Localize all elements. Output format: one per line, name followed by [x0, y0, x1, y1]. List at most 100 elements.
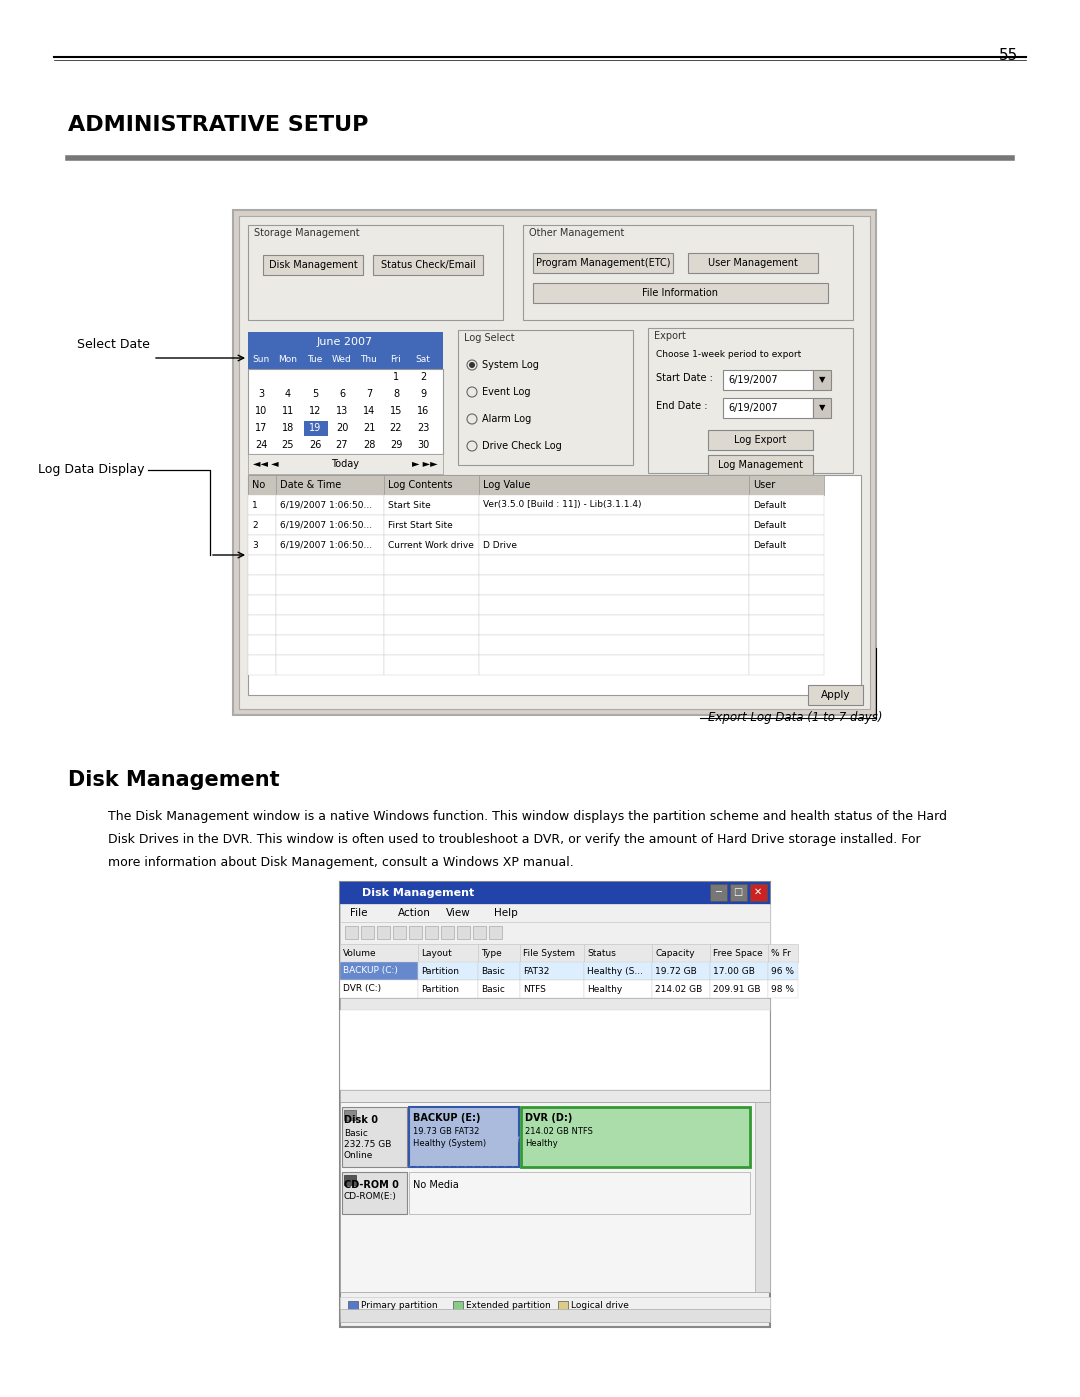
- Text: Start Date :: Start Date :: [656, 373, 713, 383]
- Bar: [303, 420, 328, 436]
- Bar: [750, 495, 824, 515]
- Text: Status Check/Email: Status Check/Email: [380, 260, 475, 270]
- Bar: [478, 963, 519, 981]
- Bar: [584, 963, 652, 981]
- Bar: [755, 1102, 770, 1292]
- Text: Disk 0: Disk 0: [345, 1115, 378, 1125]
- Text: The Disk Management window is a native Windows function. This window displays th: The Disk Management window is a native W…: [108, 810, 947, 823]
- Bar: [248, 615, 276, 636]
- Bar: [480, 655, 750, 675]
- Text: Type: Type: [481, 949, 502, 957]
- Bar: [384, 475, 480, 495]
- Bar: [480, 535, 750, 555]
- Text: BACKUP (E:): BACKUP (E:): [413, 1113, 481, 1123]
- Bar: [276, 615, 384, 636]
- Text: 23: 23: [417, 423, 429, 433]
- Bar: [340, 1102, 770, 1292]
- Bar: [340, 882, 770, 904]
- Bar: [519, 944, 584, 963]
- Bar: [340, 904, 770, 922]
- Text: 3: 3: [252, 541, 258, 549]
- Bar: [248, 475, 276, 495]
- Text: Disk Management: Disk Management: [362, 888, 474, 898]
- Text: 19: 19: [309, 423, 321, 433]
- Text: 29: 29: [390, 440, 402, 450]
- Bar: [239, 217, 870, 710]
- Text: 26: 26: [309, 440, 321, 450]
- Bar: [750, 515, 824, 535]
- Bar: [340, 963, 418, 981]
- Text: 55: 55: [999, 47, 1018, 63]
- Bar: [340, 997, 770, 1010]
- Text: Healthy (S...: Healthy (S...: [588, 967, 643, 975]
- Bar: [453, 1301, 463, 1310]
- Text: 30: 30: [417, 440, 429, 450]
- Text: CD-ROM(E:): CD-ROM(E:): [345, 1192, 396, 1201]
- Text: Today: Today: [330, 460, 359, 469]
- Bar: [248, 576, 276, 595]
- Text: 3: 3: [258, 388, 265, 400]
- Text: 16: 16: [417, 407, 429, 416]
- Bar: [361, 926, 374, 939]
- Text: Help: Help: [494, 908, 517, 918]
- Text: ▼: ▼: [819, 376, 825, 384]
- Bar: [710, 944, 768, 963]
- Text: Log Contents: Log Contents: [388, 481, 453, 490]
- Text: 17.00 GB: 17.00 GB: [713, 967, 755, 975]
- Text: NTFS: NTFS: [523, 985, 545, 993]
- Text: Storage Management: Storage Management: [254, 228, 360, 237]
- Bar: [480, 576, 750, 595]
- Text: 2: 2: [420, 372, 427, 381]
- Text: 6/19/2007 1:06:50...: 6/19/2007 1:06:50...: [280, 500, 373, 510]
- Text: Alarm Log: Alarm Log: [482, 414, 531, 425]
- Text: Sun: Sun: [253, 355, 270, 365]
- Bar: [480, 495, 750, 515]
- Bar: [710, 963, 768, 981]
- Text: 6/19/2007: 6/19/2007: [728, 402, 778, 414]
- Bar: [480, 515, 750, 535]
- Bar: [276, 475, 384, 495]
- Bar: [480, 475, 750, 495]
- Bar: [340, 882, 770, 1327]
- Text: June 2007: June 2007: [316, 337, 373, 346]
- Bar: [248, 535, 276, 555]
- Bar: [248, 655, 276, 675]
- Text: 6/19/2007: 6/19/2007: [728, 374, 778, 386]
- Bar: [584, 981, 652, 997]
- Bar: [723, 370, 813, 390]
- Text: 19.73 GB FAT32: 19.73 GB FAT32: [413, 1127, 480, 1136]
- Text: 214.02 GB NTFS: 214.02 GB NTFS: [525, 1127, 593, 1136]
- Text: 6/19/2007 1:06:50...: 6/19/2007 1:06:50...: [280, 541, 373, 549]
- Text: Drive Check Log: Drive Check Log: [482, 441, 562, 451]
- Text: Log Export: Log Export: [733, 434, 786, 446]
- Text: Volume: Volume: [343, 949, 377, 957]
- Bar: [750, 535, 824, 555]
- Text: Default: Default: [753, 500, 786, 510]
- Text: 19.72 GB: 19.72 GB: [654, 967, 697, 975]
- Bar: [276, 495, 384, 515]
- Bar: [750, 475, 824, 495]
- Bar: [652, 944, 710, 963]
- Text: 22: 22: [390, 423, 402, 433]
- Text: 6/19/2007 1:06:50...: 6/19/2007 1:06:50...: [280, 521, 373, 529]
- Text: File System: File System: [523, 949, 575, 957]
- Bar: [276, 555, 384, 576]
- Text: 15: 15: [390, 407, 402, 416]
- Text: ADMINISTRATIVE SETUP: ADMINISTRATIVE SETUP: [68, 115, 368, 136]
- Text: 232.75 GB: 232.75 GB: [345, 1140, 391, 1148]
- Bar: [418, 944, 478, 963]
- Text: □: □: [733, 887, 743, 897]
- Bar: [458, 330, 633, 465]
- Bar: [345, 926, 357, 939]
- Text: Healthy (System): Healthy (System): [413, 1139, 486, 1148]
- Bar: [813, 398, 831, 418]
- Bar: [248, 515, 276, 535]
- Bar: [384, 576, 480, 595]
- Bar: [457, 926, 470, 939]
- Text: Healthy: Healthy: [525, 1139, 557, 1148]
- Bar: [750, 636, 824, 655]
- Text: Log Data Display: Log Data Display: [39, 464, 145, 476]
- Text: Basic: Basic: [481, 967, 504, 975]
- Text: Log Value: Log Value: [483, 481, 530, 490]
- Text: Export: Export: [654, 331, 686, 341]
